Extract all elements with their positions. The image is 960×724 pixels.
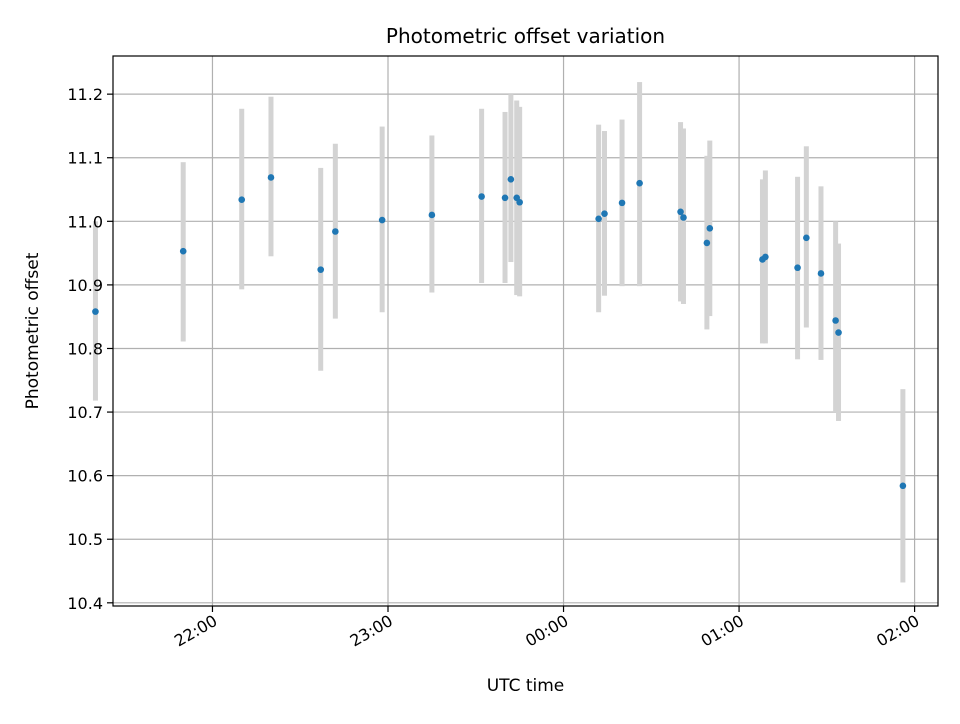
data-point <box>179 247 187 255</box>
y-tick-label: 11.2 <box>67 85 103 104</box>
data-point <box>677 208 684 216</box>
data-point <box>238 196 246 203</box>
data-point <box>803 234 810 242</box>
data-point <box>618 199 626 207</box>
data-point <box>636 179 643 187</box>
data-point <box>794 264 801 272</box>
data-point <box>516 198 523 206</box>
data-points <box>92 174 907 490</box>
y-axis-label: Photometric offset <box>23 252 43 409</box>
plot-area-frame <box>112 55 939 607</box>
y-tick-label: 10.6 <box>67 467 103 486</box>
data-point <box>507 176 515 183</box>
y-tick-label: 10.4 <box>67 594 103 613</box>
data-point <box>762 253 769 261</box>
y-tick-label: 10.5 <box>67 530 103 549</box>
y-tick-label: 10.8 <box>67 339 103 358</box>
data-point <box>378 216 386 224</box>
data-point <box>478 193 485 200</box>
errorbar <box>833 221 839 413</box>
y-tick-label: 10.7 <box>67 403 103 422</box>
data-point <box>703 239 711 247</box>
data-point <box>835 329 842 336</box>
data-point <box>501 194 509 202</box>
data-point <box>680 214 687 221</box>
chart-title: Photometric offset variation <box>386 24 665 48</box>
data-point <box>428 211 436 219</box>
data-point <box>601 210 608 217</box>
x-axis-label: UTC time <box>487 676 565 696</box>
data-point <box>706 225 714 232</box>
data-point <box>817 270 825 277</box>
data-point <box>267 174 275 181</box>
grid <box>113 56 938 606</box>
data-point <box>92 308 99 315</box>
data-point <box>899 482 907 490</box>
y-tick-label: 11.0 <box>67 212 103 231</box>
axis-ticks: 10.410.510.610.710.810.911.011.111.222:0… <box>67 85 922 650</box>
data-point <box>595 215 602 223</box>
data-point <box>332 228 339 235</box>
data-point <box>832 317 839 324</box>
y-tick-label: 10.9 <box>67 276 103 295</box>
data-point <box>317 266 325 273</box>
y-tick-label: 11.1 <box>67 149 103 168</box>
